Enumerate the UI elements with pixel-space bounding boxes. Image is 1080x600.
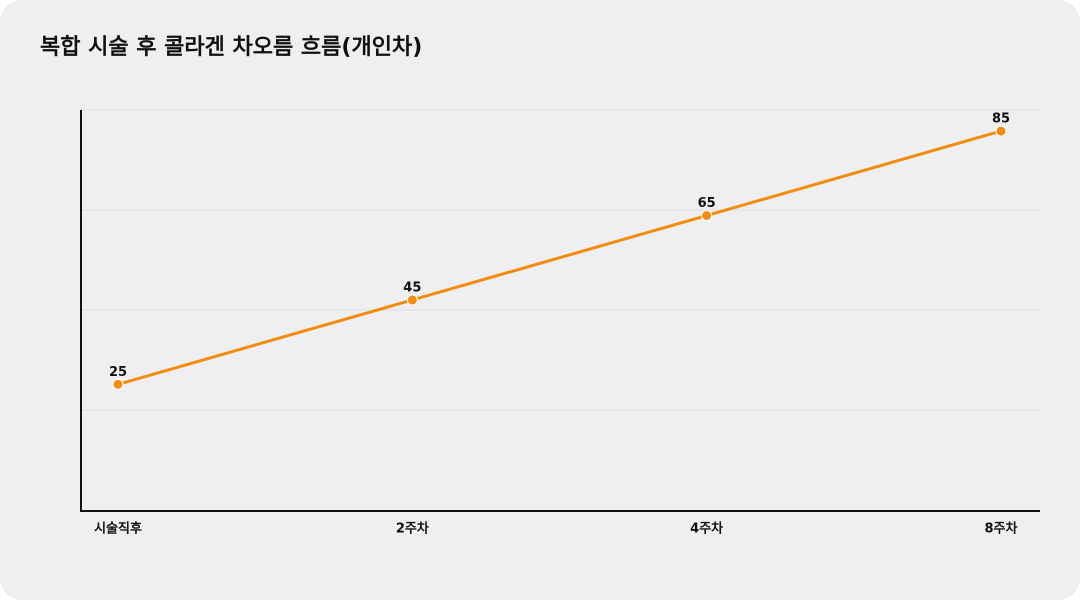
data-label: 65: [698, 196, 716, 211]
data-label: 25: [109, 365, 127, 380]
chart-title: 복합 시술 후 콜라겐 차오름 흐름(개인차): [40, 34, 422, 60]
grid: [80, 109, 1040, 411]
point: [406, 294, 418, 306]
data-label: 45: [403, 280, 421, 295]
point: [995, 125, 1007, 137]
x-tick-label: 8주차: [985, 521, 1018, 537]
line: [117, 129, 1002, 386]
data-label: 85: [992, 112, 1010, 127]
x-tick-label: 2주차: [396, 521, 429, 537]
point: [701, 210, 713, 222]
point: [112, 378, 124, 390]
x-tick-label: 시술직후: [94, 521, 142, 537]
x-tick-label: 4주차: [690, 521, 723, 537]
